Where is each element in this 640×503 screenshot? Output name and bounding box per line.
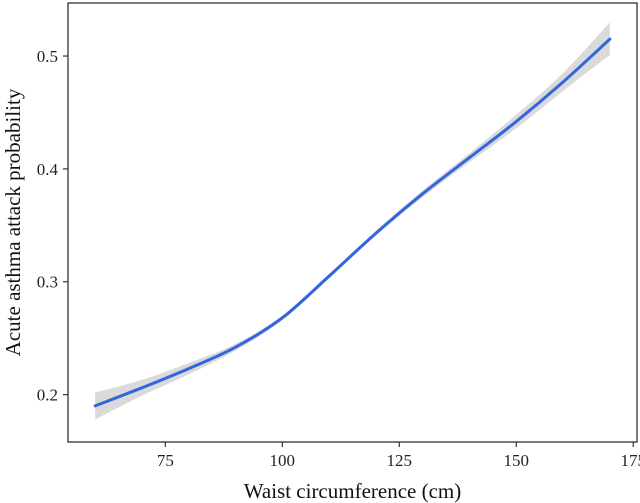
plot-frame	[67, 2, 638, 443]
y-tick-label: 0.5	[37, 47, 58, 66]
y-axis: 0.2 0.3 0.4 0.5	[37, 47, 68, 405]
series-lines	[93, 37, 612, 408]
x-axis-label: Waist circumference (cm)	[244, 479, 462, 503]
x-tick-label: 75	[157, 451, 174, 470]
confidence-band	[95, 22, 610, 420]
y-tick-label: 0.3	[37, 273, 58, 292]
y-axis-label: Acute asthma attack probability	[1, 88, 25, 356]
x-tick-label: 175	[621, 451, 640, 470]
series-line	[93, 37, 612, 408]
x-tick-label: 125	[387, 451, 413, 470]
x-axis: 75 100 125 150 175	[157, 442, 640, 470]
x-tick-label: 100	[270, 451, 296, 470]
y-tick-label: 0.4	[37, 160, 59, 179]
x-tick-label: 150	[504, 451, 530, 470]
confidence-bands	[95, 22, 610, 420]
y-tick-label: 0.2	[37, 386, 58, 405]
